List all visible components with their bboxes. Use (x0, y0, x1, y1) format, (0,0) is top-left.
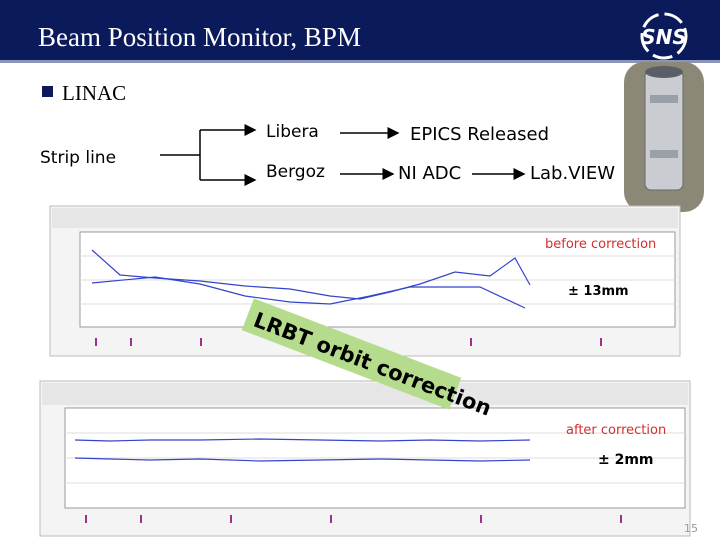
node: EPICS Released (410, 124, 549, 145)
logo: SNS (640, 12, 688, 60)
node: Libera (266, 122, 319, 142)
connectors (160, 124, 526, 186)
title: Beam Position Monitor, BPM (38, 22, 361, 52)
plot-note: before correction (545, 237, 656, 252)
svg-text:SNS: SNS (641, 25, 687, 49)
title-rule (0, 60, 720, 63)
page-number: 15 (684, 522, 698, 535)
node: Lab.VIEW (530, 163, 615, 184)
title-bar (0, 0, 720, 60)
photo (624, 62, 704, 212)
node: NI ADC (398, 163, 461, 184)
bullet-text: LINAC (62, 81, 126, 105)
plot-range: ± 2mm (598, 452, 654, 468)
plot-screenshot (49, 205, 681, 357)
source-label: Strip line (40, 148, 116, 168)
bullet-square (42, 86, 53, 97)
plot-screenshot (39, 380, 691, 537)
node: Bergoz (266, 162, 325, 182)
plot-note: after correction (566, 423, 666, 438)
plot-range: ± 13mm (568, 284, 629, 299)
